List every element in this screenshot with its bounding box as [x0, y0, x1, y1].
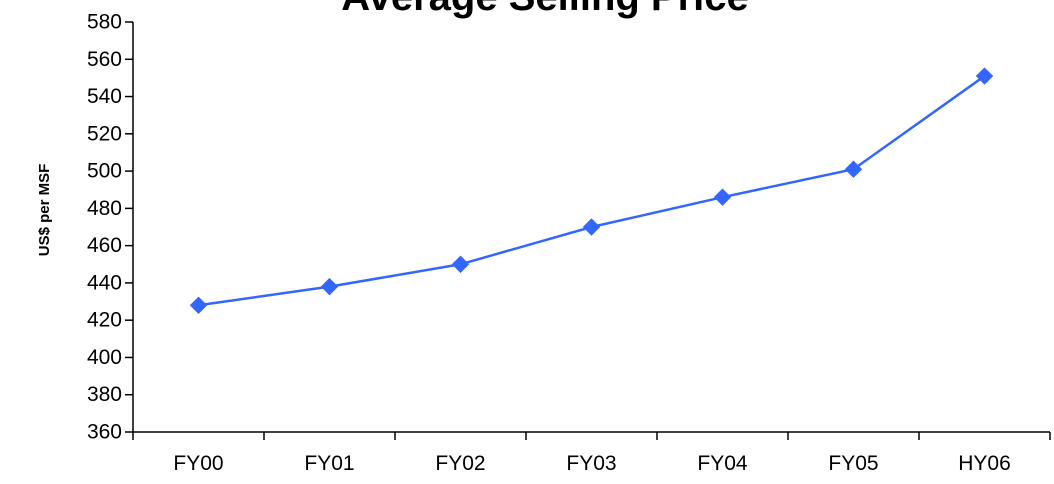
data-point-marker: [975, 67, 994, 85]
data-point-marker: [451, 255, 470, 273]
y-tick-label: 580: [87, 11, 122, 34]
y-tick-label: 540: [87, 85, 122, 108]
y-tick-label: 440: [87, 271, 122, 294]
y-tick-label: 560: [87, 48, 122, 71]
data-point-marker: [713, 188, 732, 206]
data-point-marker: [844, 160, 863, 178]
x-tick-label: FY05: [828, 452, 878, 475]
data-point-marker: [320, 277, 339, 296]
y-tick-label: 480: [87, 197, 122, 220]
y-tick-label: 400: [87, 346, 122, 369]
x-tick-label: FY02: [435, 452, 485, 475]
y-tick-label: 520: [87, 122, 122, 145]
y-axis-label: US$ per MSF: [36, 164, 53, 257]
y-tick-label: 360: [87, 421, 122, 444]
x-tick-label: FY01: [304, 452, 354, 475]
series-line: [198, 75, 986, 307]
chart-title: Average Selling Price: [341, 0, 749, 19]
x-tick-label: FY04: [697, 452, 748, 475]
axes: [132, 22, 1050, 433]
y-tick-label: 500: [87, 160, 122, 183]
x-tick-label: HY06: [958, 452, 1011, 475]
y-tick-label: 380: [87, 383, 122, 406]
x-tick-label: FY00: [173, 452, 223, 475]
data-point-marker: [189, 296, 208, 314]
data-point-marker: [582, 218, 601, 236]
y-tick-label: 460: [87, 234, 122, 257]
x-axis-ticks: FY00 FY01 FY02 FY03 FY04 FY05 HY06: [132, 432, 1051, 475]
series-layer: [189, 67, 994, 314]
y-axis-ticks: 360 380 400 420 440 460 480 500 520 540 560 580: [87, 11, 133, 444]
x-tick-label: FY03: [566, 452, 616, 475]
y-tick-label: 420: [87, 309, 122, 332]
